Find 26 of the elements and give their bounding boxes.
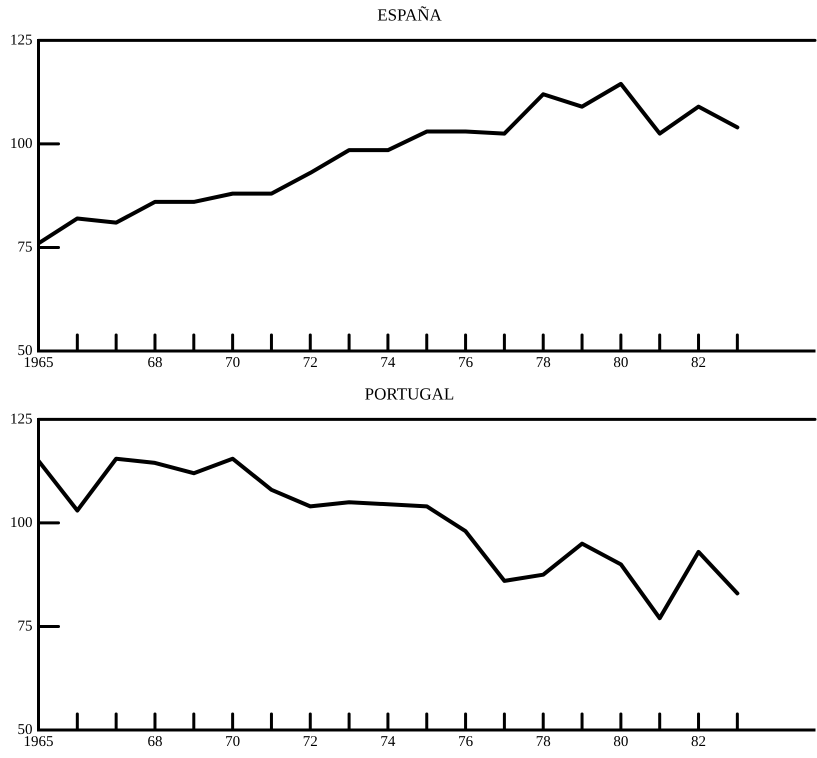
- y-tick-label: 75: [18, 618, 32, 634]
- x-tick-label: 70: [225, 734, 240, 750]
- y-tick-label: 125: [10, 411, 32, 428]
- chart-title: ESPAÑA: [377, 6, 442, 25]
- x-tick-label: 68: [147, 734, 162, 750]
- x-tick-label: 82: [691, 734, 706, 750]
- x-tick-label: 76: [458, 734, 474, 750]
- x-tick-label: 78: [536, 354, 551, 371]
- x-tick-label: 82: [691, 354, 706, 371]
- x-tick-label: 80: [613, 734, 628, 750]
- x-tick-label: 74: [380, 354, 396, 371]
- x-tick-label: 74: [380, 734, 396, 750]
- x-tick-label: 1965: [24, 734, 54, 750]
- y-tick-label: 100: [10, 136, 32, 152]
- y-tick-label: 75: [18, 239, 32, 256]
- y-tick-label: 125: [10, 32, 32, 48]
- x-tick-label: 1965: [24, 354, 54, 371]
- x-tick-label: 76: [458, 354, 474, 371]
- chart-title: PORTUGAL: [364, 384, 454, 404]
- x-tick-label: 78: [536, 734, 551, 750]
- x-tick-label: 72: [302, 734, 318, 750]
- x-tick-label: 70: [225, 354, 240, 371]
- x-tick-label: 80: [613, 354, 628, 371]
- y-tick-label: 100: [10, 514, 32, 531]
- x-tick-label: 68: [147, 354, 162, 371]
- x-tick-label: 72: [302, 354, 318, 371]
